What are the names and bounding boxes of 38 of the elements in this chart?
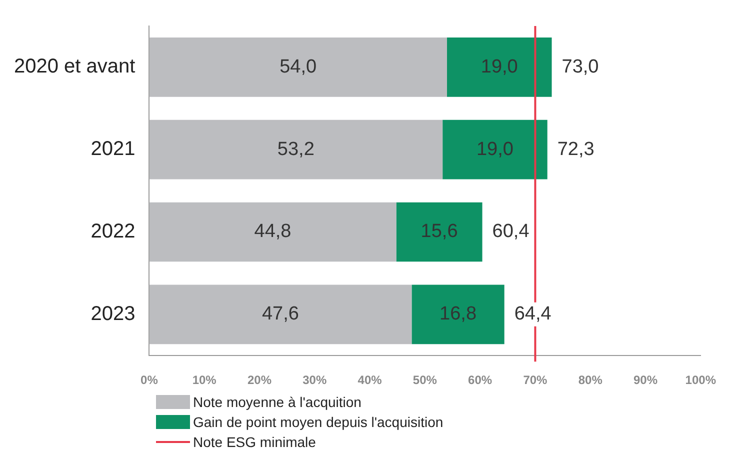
x-tick-label: 80% xyxy=(578,373,603,388)
data-label: 19,0 xyxy=(480,56,518,78)
data-label: 44,8 xyxy=(254,221,292,242)
legend-label: Note moyenne à l'acquition xyxy=(193,393,362,412)
x-tick-label: 60% xyxy=(468,373,492,388)
total-label: 72,3 xyxy=(557,138,594,160)
data-label: 16,8 xyxy=(440,304,477,325)
data-label: 47,6 xyxy=(262,304,299,325)
data-label: 15,6 xyxy=(420,221,458,242)
legend-label: Gain de point moyen depuis l'acquisition xyxy=(193,413,444,432)
y-tick-label: 2020 et avant xyxy=(14,56,136,78)
x-tick-label: 0% xyxy=(140,373,158,388)
y-tick-label: 2021 xyxy=(90,138,136,160)
y-tick-label: 2023 xyxy=(90,302,136,325)
bar xyxy=(446,38,552,97)
y-tick-label: 2022 xyxy=(90,220,136,243)
x-tick-label: 90% xyxy=(633,373,658,388)
legend-label: Note ESG minimale xyxy=(193,433,316,452)
x-tick-label: 50% xyxy=(412,373,438,388)
bar xyxy=(149,120,443,180)
data-label: 19,0 xyxy=(476,138,514,160)
x-tick-label: 20% xyxy=(247,373,272,388)
data-label: 54,0 xyxy=(280,56,317,78)
bar xyxy=(442,120,548,180)
bar xyxy=(149,284,412,344)
x-tick-label: 10% xyxy=(192,373,217,388)
total-label: 64,4 xyxy=(514,304,552,325)
bar xyxy=(412,284,504,344)
total-label: 60,4 xyxy=(492,221,530,242)
x-tick-label: 30% xyxy=(302,373,327,388)
x-tick-label: 40% xyxy=(358,373,382,388)
data-label: 53,2 xyxy=(277,138,314,160)
x-tick-label: 70% xyxy=(523,373,548,388)
bar xyxy=(149,38,447,97)
bar xyxy=(149,202,396,262)
total-label: 73,0 xyxy=(562,56,599,78)
x-tick-label: 100% xyxy=(685,373,716,388)
bar xyxy=(396,202,482,262)
